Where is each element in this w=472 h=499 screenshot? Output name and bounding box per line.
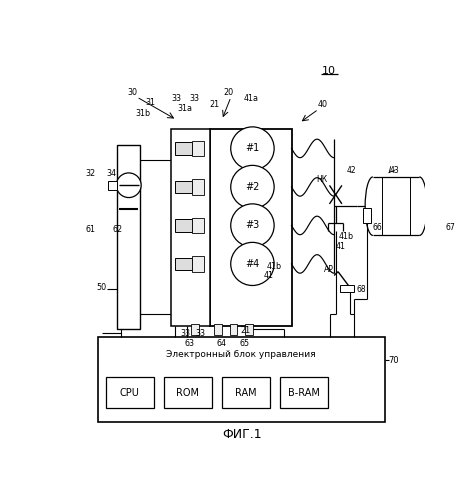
Text: 70: 70 <box>388 356 399 365</box>
Bar <box>175 219 192 232</box>
Bar <box>192 179 204 195</box>
Text: 33: 33 <box>172 94 182 103</box>
Text: 31: 31 <box>145 98 155 107</box>
Text: AP: AP <box>324 265 334 274</box>
Text: 61: 61 <box>85 225 95 234</box>
Text: 66: 66 <box>373 223 382 232</box>
Text: 41b: 41b <box>267 262 282 271</box>
Bar <box>280 377 328 408</box>
Bar <box>229 324 237 335</box>
Text: RAM: RAM <box>235 388 257 398</box>
Bar <box>192 218 204 233</box>
Text: 10: 10 <box>322 66 336 76</box>
Bar <box>245 324 253 335</box>
Bar <box>164 377 211 408</box>
Text: 20: 20 <box>223 88 233 97</box>
Text: 33: 33 <box>195 329 205 338</box>
Circle shape <box>231 165 274 209</box>
Text: 67: 67 <box>446 223 455 232</box>
Text: 33: 33 <box>190 94 200 103</box>
Text: ROM: ROM <box>176 388 199 398</box>
Text: CPU: CPU <box>119 388 139 398</box>
Text: 21: 21 <box>240 326 250 335</box>
Text: #3: #3 <box>245 221 260 231</box>
Text: 43: 43 <box>390 166 399 175</box>
Bar <box>222 377 270 408</box>
Text: 41b: 41b <box>338 233 354 242</box>
Text: 41: 41 <box>263 271 273 280</box>
Circle shape <box>117 173 141 198</box>
Bar <box>175 258 192 270</box>
Circle shape <box>231 204 274 247</box>
Text: #1: #1 <box>245 143 260 153</box>
Bar <box>192 256 204 271</box>
Text: #4: #4 <box>245 259 260 269</box>
Text: 65: 65 <box>240 339 250 348</box>
Bar <box>175 181 192 193</box>
Text: 30: 30 <box>127 88 138 97</box>
Bar <box>108 181 117 190</box>
Text: 34: 34 <box>107 169 117 178</box>
Text: 42: 42 <box>346 166 356 175</box>
Text: B-RAM: B-RAM <box>288 388 320 398</box>
Text: #2: #2 <box>245 182 260 192</box>
Text: 62: 62 <box>112 225 122 234</box>
Text: 41: 41 <box>335 242 346 250</box>
Bar <box>192 141 204 156</box>
Text: 33: 33 <box>180 329 190 338</box>
Bar <box>117 145 140 329</box>
Text: 41a: 41a <box>244 94 259 103</box>
Bar <box>339 285 354 292</box>
Bar <box>106 377 153 408</box>
Text: 21: 21 <box>209 100 219 109</box>
Bar <box>175 142 192 155</box>
Text: НК: НК <box>316 175 327 184</box>
Text: 50: 50 <box>97 282 107 291</box>
Text: 40: 40 <box>318 100 328 109</box>
Bar <box>432 208 440 223</box>
Bar <box>214 324 222 335</box>
Bar <box>363 208 371 223</box>
Text: Электронный блок управления: Электронный блок управления <box>166 349 316 358</box>
Circle shape <box>231 243 274 285</box>
Bar <box>98 337 385 422</box>
Circle shape <box>231 127 274 170</box>
Text: 68: 68 <box>356 285 366 294</box>
Text: 64: 64 <box>217 339 227 348</box>
Bar <box>171 129 210 325</box>
Text: 32: 32 <box>85 169 95 178</box>
Text: 31a: 31a <box>178 104 193 113</box>
Text: 31b: 31b <box>135 109 150 118</box>
Text: 63: 63 <box>184 339 194 348</box>
Bar <box>191 324 199 335</box>
Bar <box>210 129 292 325</box>
Text: ФИГ.1: ФИГ.1 <box>222 428 261 441</box>
